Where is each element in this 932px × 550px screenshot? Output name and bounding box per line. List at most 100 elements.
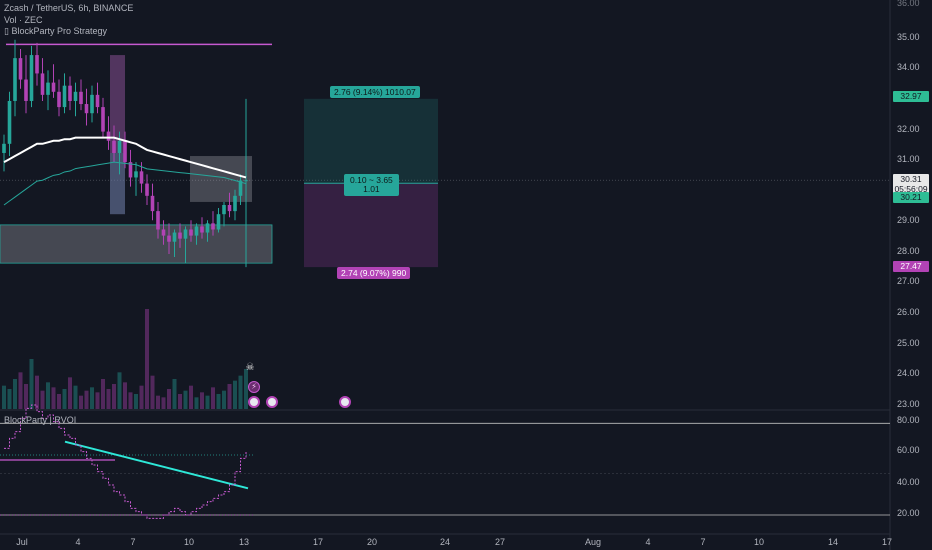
candle [222,205,226,215]
time-tick: 4 [645,537,651,547]
event-flag-icon[interactable] [266,396,278,408]
strategy-legend[interactable]: ▯ BlockParty Pro Strategy [4,26,107,37]
candle [7,100,12,144]
lightning-icon[interactable]: ⚡ [248,381,260,393]
volume-bar [84,390,89,409]
price-tick: 25.00 [897,337,920,348]
rvoi-tick: 20.00 [897,508,920,518]
stop-loss-label[interactable]: 2.74 (9.07%) 990 [337,267,411,279]
volume-bar [128,392,133,409]
volume-bar [24,384,28,409]
time-tick: 13 [238,537,250,547]
candle [101,107,105,132]
price-tick: 27.00 [897,276,920,287]
candle [84,104,89,114]
candle [178,232,182,239]
rvoi-tick: 80.00 [897,415,920,425]
volume-bar [51,387,56,409]
candle-countdown: 05:56:09 [894,184,928,194]
volume-bar [123,382,127,409]
volume-bar [2,385,6,409]
highlight-band [110,55,125,215]
volume-bar [73,385,78,409]
stop-loss-zone [304,183,438,268]
volume-bar [134,394,138,409]
volume-bar [216,394,221,409]
skull-icon[interactable]: ☠ [245,362,255,373]
consolidation-box [190,156,252,202]
candle [123,140,127,163]
price-tick: 24.00 [897,368,920,379]
volume-bar [194,397,199,409]
risk-reward-label[interactable]: 0.10 ~ 3.65 1.01 [344,174,399,196]
candle [29,55,34,101]
volume-bar [117,372,122,409]
trailing-stop-line [3,161,247,206]
time-tick: 4 [75,537,81,547]
symbol-legend[interactable]: Zcash / TetherUS, 6h, BINANCE [4,3,134,13]
volume-bar [13,379,17,409]
support-zone [0,224,273,264]
candle [216,214,221,230]
price-tick: 34.00 [897,62,920,73]
price-tick: 23.00 [897,398,920,409]
time-tick: 10 [753,537,765,547]
candle [117,140,122,153]
volume-bar [46,382,50,409]
rvoi-tick: 60.00 [897,445,920,455]
price-tick: 29.00 [897,215,920,226]
time-tick: 27 [494,537,506,547]
candle [95,94,100,108]
candle [233,195,237,212]
take-profit-zone [304,98,438,184]
candle [18,58,23,80]
volume-bar [222,390,226,409]
highlight-band [110,152,125,215]
price-tick: 26.00 [897,307,920,318]
rvoi-legend[interactable]: BlockParty | RVOI [4,415,77,425]
volume-bar [172,379,177,409]
candle [24,79,28,101]
take-profit-label[interactable]: 2.76 (9.14%) 1010.07 [330,86,420,98]
candle [183,229,188,239]
candle [90,94,94,114]
strategy-icon: ▯ [4,26,12,36]
candle [156,211,160,230]
candle [145,183,149,196]
volume-bar [112,384,116,409]
price-tick-top: 36.00 [897,0,920,8]
volume-bar [244,369,248,409]
rvoi-tick: 40.00 [897,477,920,487]
candle [172,232,177,242]
volume-bar [68,377,72,409]
candle [79,91,83,105]
volume-bar [205,395,210,409]
candle [51,82,56,92]
risk-reward-line1: 0.10 ~ 3.65 [350,175,393,185]
time-tick: Aug [584,537,602,547]
event-flag-icon[interactable] [339,396,351,408]
rvoi-line [4,404,247,519]
event-flag-icon[interactable] [248,396,260,408]
price-tick: 28.00 [897,245,920,256]
volume-bar [101,379,105,409]
volume-bar [79,395,83,409]
volume-bar [62,389,67,409]
volume-legend[interactable]: Vol · ZEC [4,15,43,25]
volume-bar [139,385,144,409]
candle [68,85,72,101]
volume-bar [57,394,61,409]
volume-bar [233,380,237,409]
volume-bar [167,389,171,409]
candle [106,131,111,141]
candle [139,171,144,184]
volume-bar [178,394,182,409]
volume-bar [95,392,100,409]
target-price-badge: 32.97 [893,91,929,102]
time-tick: 14 [827,537,839,547]
candle [227,205,232,212]
candle [167,235,171,242]
volume-bar [238,375,243,409]
price-tick: 31.00 [897,154,920,165]
